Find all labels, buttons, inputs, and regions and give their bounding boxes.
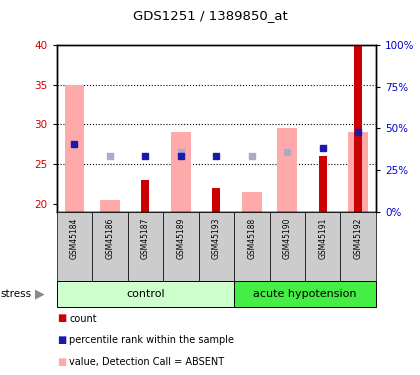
- Bar: [234, 281, 376, 307]
- Text: percentile rank within the sample: percentile rank within the sample: [69, 335, 234, 345]
- Text: GSM45187: GSM45187: [141, 217, 150, 259]
- Text: count: count: [69, 314, 97, 324]
- Bar: [305, 212, 341, 281]
- Text: GSM45184: GSM45184: [70, 217, 79, 259]
- Text: GSM45192: GSM45192: [354, 217, 362, 259]
- Bar: [270, 212, 305, 281]
- Text: GDS1251 / 1389850_at: GDS1251 / 1389850_at: [133, 9, 287, 22]
- Bar: [234, 212, 270, 281]
- Text: acute hypotension: acute hypotension: [253, 289, 357, 299]
- Text: GSM45193: GSM45193: [212, 217, 221, 259]
- Text: ▶: ▶: [35, 288, 45, 300]
- Text: GSM45190: GSM45190: [283, 217, 292, 259]
- Text: GSM45188: GSM45188: [247, 217, 256, 259]
- Bar: [278, 128, 297, 212]
- Bar: [57, 212, 92, 281]
- Text: ■: ■: [57, 335, 66, 345]
- Bar: [199, 212, 234, 281]
- Text: ■: ■: [57, 314, 66, 324]
- Bar: [128, 212, 163, 281]
- Bar: [341, 212, 376, 281]
- Bar: [213, 188, 220, 212]
- Bar: [92, 212, 128, 281]
- Text: GSM45191: GSM45191: [318, 217, 327, 259]
- Bar: [319, 156, 327, 212]
- Bar: [163, 212, 199, 281]
- Text: GSM45186: GSM45186: [105, 217, 114, 259]
- Text: ■: ■: [57, 357, 66, 367]
- Text: GSM45189: GSM45189: [176, 217, 185, 259]
- Bar: [57, 281, 234, 307]
- Bar: [171, 132, 191, 212]
- Bar: [354, 45, 362, 212]
- Bar: [100, 200, 120, 212]
- Text: control: control: [126, 289, 165, 299]
- Text: stress: stress: [1, 289, 32, 299]
- Bar: [242, 192, 262, 212]
- Bar: [349, 132, 368, 212]
- Bar: [142, 180, 149, 212]
- Bar: [65, 85, 84, 212]
- Text: value, Detection Call = ABSENT: value, Detection Call = ABSENT: [69, 357, 224, 367]
